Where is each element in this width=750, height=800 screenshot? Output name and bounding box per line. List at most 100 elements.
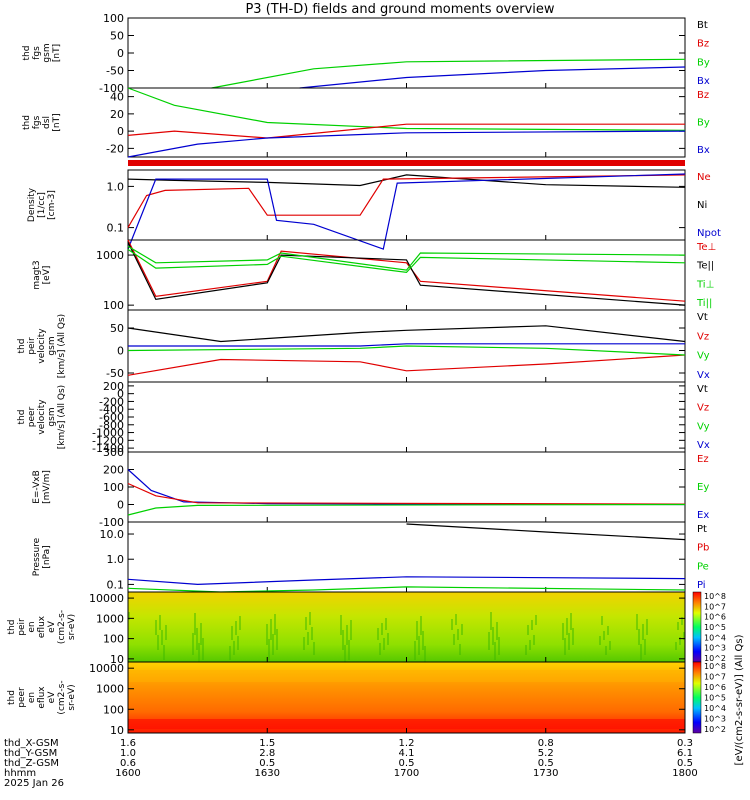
heatmap-speckle	[348, 640, 350, 660]
heatmap-speckle	[457, 629, 459, 640]
y-tick-label: 200	[103, 464, 124, 477]
heatmap-speckle	[564, 638, 566, 655]
y-axis-title-line: eV	[47, 691, 57, 704]
y-axis-title: thd fgs gsm [nT]	[22, 43, 62, 62]
heatmap-speckle	[235, 621, 237, 635]
heatmap-speckle	[490, 612, 492, 630]
heatmap-speckle	[420, 616, 422, 635]
y-tick-label: 10.0	[100, 528, 125, 541]
heatmap-speckle	[155, 620, 157, 635]
colorbar-tick: 10^5	[704, 694, 726, 703]
heatmap-speckle	[599, 636, 601, 645]
y-tick-label: 1000	[96, 249, 124, 262]
y-axis-title: thd peir en eflux eV (cm2-s-sr-eV)	[7, 610, 77, 644]
y-axis-title-line: sr-eV)	[67, 614, 77, 640]
heatmap-speckle	[453, 634, 455, 645]
peir_spectrum-heatmap	[128, 592, 685, 662]
y-tick-label: 100	[103, 703, 124, 716]
heatmap-speckle	[239, 616, 241, 630]
y-tick-label: -50	[106, 367, 124, 380]
series-peir_velocity-Vy	[127, 345, 686, 356]
y-axis-title-line: gsm	[47, 407, 57, 426]
legend-peir_velocity-3: Vx	[697, 370, 710, 381]
axis-row-value: 6.1	[677, 748, 693, 759]
heatmap-speckle	[677, 622, 679, 630]
y-tick-label: 0.1	[107, 222, 125, 235]
legend-pressure-3: Pi	[697, 580, 706, 591]
y-tick-label: 1.0	[107, 553, 125, 566]
heatmap-speckle	[683, 632, 685, 640]
y-axis-title-line: peer	[17, 687, 27, 708]
series-peir_velocity-Vt	[127, 325, 686, 343]
legend-fgs_dsl_nT-1: By	[697, 118, 710, 129]
panel-frame	[127, 451, 686, 523]
panel-density: 1.0 0.1 Density [1/cc] [cm-3] Ne Ni Npot	[27, 169, 721, 250]
legend-fgs_gsm_nT-1: Bz	[697, 39, 709, 50]
legend-peir_velocity-0: Vt	[697, 312, 708, 323]
axis-row-value: 0.8	[538, 738, 554, 749]
heatmap-speckle	[451, 619, 453, 630]
colorbar-tick: 10^5	[704, 623, 726, 632]
heatmap-speckle	[192, 633, 194, 655]
y-tick-label: 300	[103, 446, 124, 459]
panel-frame	[127, 521, 686, 593]
y-tick-label: 0.1	[107, 578, 125, 591]
heatmap-speckle	[309, 612, 311, 625]
y-tick-label: 40	[110, 91, 124, 104]
y-axis-title-line: [nT]	[52, 44, 62, 62]
axis-row-value: 1.6	[120, 738, 136, 749]
y-axis-title-line: eV	[47, 620, 57, 633]
series-density-Npot	[127, 173, 686, 250]
y-axis-title-line: eflux	[37, 686, 47, 709]
series-peir_velocity-Vx	[128, 343, 685, 347]
heatmap-speckle	[305, 617, 307, 630]
heatmap-speckle	[200, 623, 202, 645]
y-axis-title-line: [km/s] (All Qs)	[57, 314, 67, 378]
colorbar-tick: 10^6	[704, 683, 726, 692]
heatmap-speckle	[268, 639, 270, 660]
colorbar-tick: 10^8	[704, 662, 726, 671]
heatmap-speckle	[601, 616, 603, 625]
series-efield-Ez	[127, 482, 686, 505]
y-tick-label: -400	[99, 403, 124, 416]
legend-density-0: Ne	[697, 172, 711, 183]
y-tick-label: -20	[106, 142, 124, 155]
heatmap-speckle	[498, 637, 500, 655]
heatmap-speckle	[455, 614, 457, 625]
y-axis-title-line: [1/cc]	[37, 192, 47, 218]
y-axis-title: thd peer velocity gsm [km/s] (All Qs)	[17, 385, 67, 449]
y-tick-label: 100	[103, 633, 124, 646]
y-axis-title-line: dsl	[42, 116, 52, 129]
panel-frame	[127, 381, 686, 453]
heatmap-speckle	[640, 644, 642, 660]
series-fgs_dsl_nT-Bx	[127, 130, 686, 158]
colorbar-peer	[692, 661, 702, 734]
y-tick-label: 10	[110, 724, 124, 737]
axis-row-value: 4.1	[399, 748, 415, 759]
heatmap-speckle	[675, 642, 677, 650]
y-tick-label: 0	[117, 499, 124, 512]
heatmap-speckle	[603, 631, 605, 640]
legend-fgs_dsl_nT-0: Bz	[697, 90, 709, 101]
y-tick-label: 100	[103, 481, 124, 494]
legend-temperature-1: Te||	[696, 261, 714, 272]
y-axis-title: thd peir velocity gsm [km/s] (All Qs)	[17, 314, 67, 378]
heatmap-band	[128, 670, 685, 682]
legend-fgs_dsl_nT-2: Bx	[697, 145, 710, 156]
axis-row-label: thd_X-GSM	[4, 738, 59, 749]
heatmap-speckle	[194, 613, 196, 635]
heatmap-speckle	[566, 618, 568, 635]
legend-efield-1: Ey	[697, 482, 709, 493]
legend-pressure-0: Pt	[697, 524, 707, 535]
axis-row-value: 1700	[394, 768, 419, 779]
y-tick-label: -1000	[92, 427, 124, 440]
heatmap-speckle	[644, 639, 646, 655]
heatmap-speckle	[681, 617, 683, 625]
axis-row-value: 0.5	[259, 758, 275, 769]
y-tick-label: 20	[110, 108, 124, 121]
y-tick-label: 100	[103, 12, 124, 25]
legend-pressure-2: Pe	[697, 561, 709, 572]
colorbar-tick: 10^3	[704, 715, 726, 724]
axis-row-value: 2.8	[259, 748, 275, 759]
